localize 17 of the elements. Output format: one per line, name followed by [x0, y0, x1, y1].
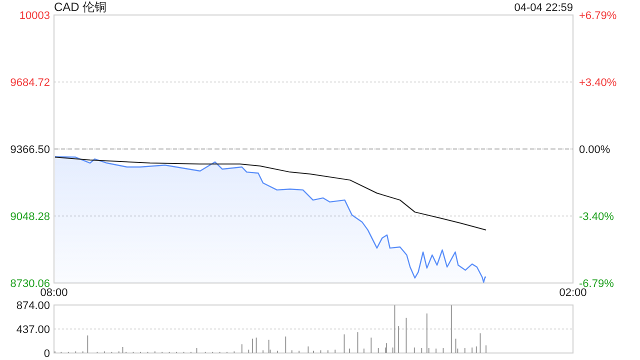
y2-tick-label: -3.40%	[579, 210, 614, 223]
y-tick-label: 9684.72	[10, 76, 50, 89]
y-tick-label: 0	[44, 348, 50, 360]
text: 04-04 22:59	[514, 2, 573, 14]
y-tick-label: 10003	[19, 10, 50, 22]
y-tick-label: 437.00	[16, 324, 50, 336]
y2-tick-label: +3.40%	[579, 76, 617, 89]
x-tick-label: 08:00	[40, 287, 68, 299]
chart-title: CAD 伦铜	[54, 0, 107, 14]
y-tick-label: 8730.06	[10, 278, 50, 290]
y-tick-label: 874.00	[16, 300, 50, 312]
y2-tick-label: 0.00%	[579, 144, 610, 156]
y-tick-label: 9366.50	[10, 144, 50, 156]
y2-tick-label: -6.79%	[579, 278, 614, 290]
y-tick-label: 9048.28	[10, 210, 50, 223]
x-tick-label: 02:00	[559, 287, 587, 299]
y2-tick-label: +6.79%	[579, 10, 617, 22]
